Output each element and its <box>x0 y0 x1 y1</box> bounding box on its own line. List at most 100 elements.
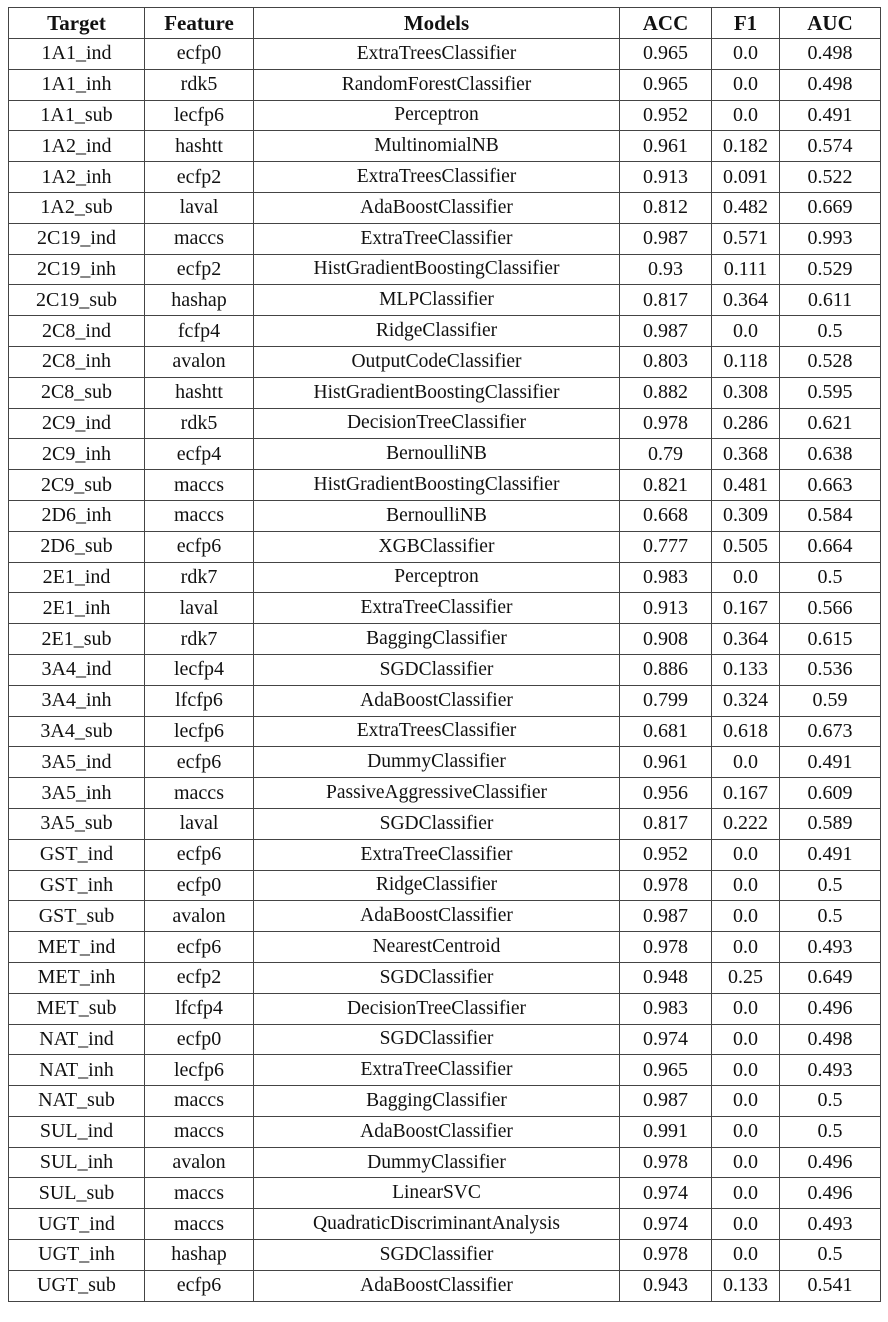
cell-model: ExtraTreeClassifier <box>253 592 620 625</box>
cell-target: UGT_ind <box>8 1208 145 1241</box>
cell-model: HistGradientBoostingClassifier <box>253 253 620 286</box>
cell-feature: ecfp0 <box>144 1023 254 1056</box>
cell-f1: 0.0 <box>711 561 780 594</box>
cell-feature: maccs <box>144 1177 254 1210</box>
cell-auc: 0.5 <box>779 1239 881 1271</box>
cell-auc: 0.673 <box>779 715 881 748</box>
table-row: 1A2_sub laval AdaBoostClassifier 0.812 0.482… <box>8 191 881 224</box>
cell-feature: ecfp0 <box>144 38 254 70</box>
cell-auc: 0.491 <box>779 99 881 132</box>
cell-feature: ecfp2 <box>144 161 254 193</box>
results-table: Target Feature Models ACC F1 AUC 1A1_ind… <box>8 7 881 1302</box>
table-row: 2C19_ind maccs ExtraTreeClassifier 0.987 0.5… <box>8 222 881 255</box>
cell-auc: 0.589 <box>779 807 881 840</box>
cell-acc: 0.961 <box>619 130 712 163</box>
cell-acc: 0.882 <box>619 376 712 409</box>
cell-target: GST_ind <box>8 838 145 871</box>
cell-feature: maccs <box>144 1085 254 1117</box>
cell-model: AdaBoostClassifier <box>253 1115 620 1148</box>
cell-model: HistGradientBoostingClassifier <box>253 469 620 501</box>
cell-f1: 0.364 <box>711 284 780 317</box>
cell-feature: maccs <box>144 1115 254 1148</box>
table-body: 1A1_ind ecfp0 ExtraTreesClassifier 0.965 0.0… <box>8 38 881 1302</box>
table-row: 3A4_ind lecfp4 SGDClassifier 0.886 0.133 0.53… <box>8 653 881 686</box>
cell-model: PassiveAggressiveClassifier <box>253 777 620 809</box>
cell-auc: 0.491 <box>779 838 881 871</box>
cell-f1: 0.364 <box>711 623 780 655</box>
cell-acc: 0.978 <box>619 1146 712 1179</box>
cell-model: ExtraTreeClassifier <box>253 222 620 255</box>
cell-target: 1A1_sub <box>8 99 145 132</box>
cell-target: 2E1_inh <box>8 592 145 625</box>
cell-auc: 0.663 <box>779 469 881 501</box>
table-row: GST_sub avalon AdaBoostClassifier 0.987 0.0 0… <box>8 900 881 933</box>
cell-acc: 0.812 <box>619 191 712 224</box>
cell-feature: rdk7 <box>144 561 254 594</box>
table-row: 2C9_ind rdk5 DecisionTreeClassifier 0.978 0.… <box>8 407 881 440</box>
cell-target: NAT_sub <box>8 1085 145 1117</box>
cell-auc: 0.529 <box>779 253 881 286</box>
cell-model: Perceptron <box>253 99 620 132</box>
cell-f1: 0.0 <box>711 992 780 1025</box>
cell-target: MET_inh <box>8 961 145 994</box>
cell-acc: 0.803 <box>619 345 712 378</box>
table-row: 2E1_ind rdk7 Perceptron 0.983 0.0 0.5 <box>8 561 881 594</box>
cell-acc: 0.978 <box>619 869 712 902</box>
table-row: 1A1_ind ecfp0 ExtraTreesClassifier 0.965 0.0… <box>8 38 881 70</box>
cell-model: SGDClassifier <box>253 807 620 840</box>
table-row: 2C19_sub hashap MLPClassifier 0.817 0.364 0.6… <box>8 284 881 317</box>
table-row: 1A1_sub lecfp6 Perceptron 0.952 0.0 0.491 <box>8 99 881 132</box>
cell-acc: 0.987 <box>619 222 712 255</box>
table-row: GST_ind ecfp6 ExtraTreeClassifier 0.952 0.0 0… <box>8 838 881 871</box>
cell-auc: 0.498 <box>779 1023 881 1056</box>
table-row: 2C8_inh avalon OutputCodeClassifier 0.803 0.… <box>8 345 881 378</box>
cell-feature: maccs <box>144 222 254 255</box>
cell-model: BernoulliNB <box>253 499 620 532</box>
cell-feature: ecfp6 <box>144 931 254 963</box>
table-row: 3A5_ind ecfp6 DummyClassifier 0.961 0.0 0.491 <box>8 746 881 779</box>
cell-feature: ecfp2 <box>144 961 254 994</box>
cell-auc: 0.638 <box>779 438 881 471</box>
cell-f1: 0.091 <box>711 161 780 193</box>
cell-model: AdaBoostClassifier <box>253 191 620 224</box>
cell-target: 2C8_inh <box>8 345 145 378</box>
cell-target: 3A5_inh <box>8 777 145 809</box>
cell-acc: 0.956 <box>619 777 712 809</box>
cell-feature: hashtt <box>144 376 254 409</box>
cell-model: DummyClassifier <box>253 1146 620 1179</box>
cell-feature: rdk7 <box>144 623 254 655</box>
cell-model: XGBClassifier <box>253 530 620 563</box>
cell-feature: maccs <box>144 1208 254 1241</box>
cell-feature: ecfp6 <box>144 746 254 779</box>
cell-auc: 0.491 <box>779 746 881 779</box>
cell-acc: 0.93 <box>619 253 712 286</box>
cell-feature: ecfp6 <box>144 838 254 871</box>
cell-acc: 0.913 <box>619 592 712 625</box>
cell-acc: 0.978 <box>619 407 712 440</box>
cell-f1: 0.482 <box>711 191 780 224</box>
cell-feature: ecfp4 <box>144 438 254 471</box>
cell-f1: 0.308 <box>711 376 780 409</box>
cell-target: MET_sub <box>8 992 145 1025</box>
cell-model: SGDClassifier <box>253 1239 620 1271</box>
cell-feature: lecfp6 <box>144 99 254 132</box>
cell-target: 2C8_ind <box>8 315 145 347</box>
cell-model: OutputCodeClassifier <box>253 345 620 378</box>
cell-auc: 0.574 <box>779 130 881 163</box>
cell-acc: 0.817 <box>619 807 712 840</box>
cell-acc: 0.948 <box>619 961 712 994</box>
cell-acc: 0.952 <box>619 99 712 132</box>
cell-model: BaggingClassifier <box>253 623 620 655</box>
cell-acc: 0.668 <box>619 499 712 532</box>
table-row: SUL_sub maccs LinearSVC 0.974 0.0 0.496 <box>8 1177 881 1210</box>
table-row: SUL_ind maccs AdaBoostClassifier 0.991 0.0 0.… <box>8 1115 881 1148</box>
cell-model: ExtraTreeClassifier <box>253 1054 620 1087</box>
cell-auc: 0.528 <box>779 345 881 378</box>
table-row: MET_inh ecfp2 SGDClassifier 0.948 0.25 0.649 <box>8 961 881 994</box>
cell-model: BaggingClassifier <box>253 1085 620 1117</box>
cell-f1: 0.0 <box>711 869 780 902</box>
table-row: 3A5_inh maccs PassiveAggressiveClassifier 0… <box>8 777 881 809</box>
table-row: 2E1_sub rdk7 BaggingClassifier 0.908 0.364 0.… <box>8 623 881 655</box>
cell-model: LinearSVC <box>253 1177 620 1210</box>
cell-auc: 0.496 <box>779 992 881 1025</box>
